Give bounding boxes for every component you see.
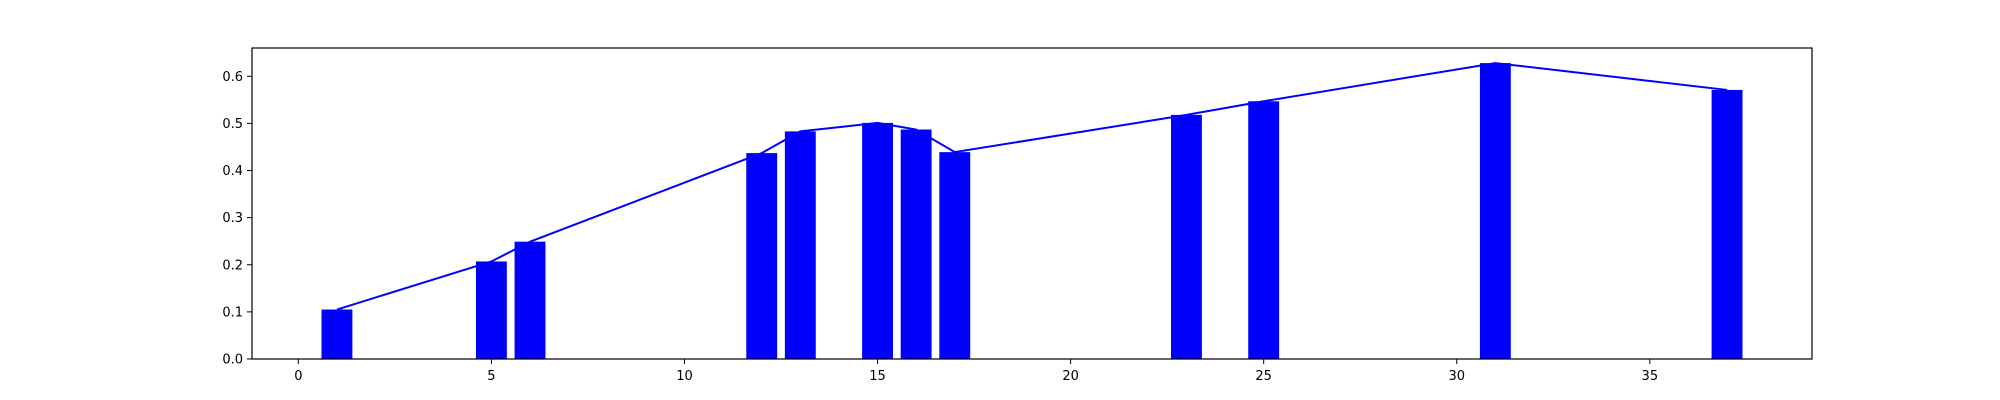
x-axis: 0 5 10 15 20 25 30 35 bbox=[294, 359, 1658, 384]
bar bbox=[1248, 101, 1280, 359]
bar bbox=[900, 129, 932, 359]
x-tick-label: 0 bbox=[294, 369, 302, 384]
y-tick-label: 0.6 bbox=[222, 70, 243, 85]
y-axis: 0.0 0.1 0.2 0.3 0.4 0.5 0.6 bbox=[222, 70, 252, 368]
bar bbox=[1479, 63, 1511, 359]
y-tick-label: 0.4 bbox=[222, 164, 243, 179]
x-tick-label: 30 bbox=[1448, 369, 1465, 384]
bar bbox=[784, 131, 816, 359]
plot-area-frame bbox=[251, 47, 1813, 360]
bar bbox=[514, 241, 546, 359]
x-tick-label: 20 bbox=[1062, 369, 1079, 384]
y-tick-label: 0.2 bbox=[222, 258, 243, 273]
bar bbox=[475, 261, 507, 359]
x-tick-label: 5 bbox=[487, 369, 495, 384]
x-tick-label: 10 bbox=[676, 369, 693, 384]
bar bbox=[1171, 114, 1202, 359]
bar bbox=[746, 153, 778, 359]
series-line bbox=[336, 62, 1728, 311]
bar bbox=[1711, 89, 1743, 359]
y-tick-label: 0.1 bbox=[222, 305, 243, 320]
x-tick-label: 35 bbox=[1642, 369, 1659, 384]
bar bbox=[321, 309, 353, 359]
x-tick-label: 15 bbox=[869, 369, 886, 384]
bar bbox=[862, 122, 893, 359]
bar bbox=[939, 152, 971, 359]
y-tick-label: 0.0 bbox=[222, 353, 243, 368]
y-tick-label: 0.3 bbox=[222, 211, 243, 226]
y-tick-label: 0.5 bbox=[222, 117, 243, 132]
bars-layer bbox=[321, 63, 1743, 359]
x-tick-label: 25 bbox=[1255, 369, 1272, 384]
